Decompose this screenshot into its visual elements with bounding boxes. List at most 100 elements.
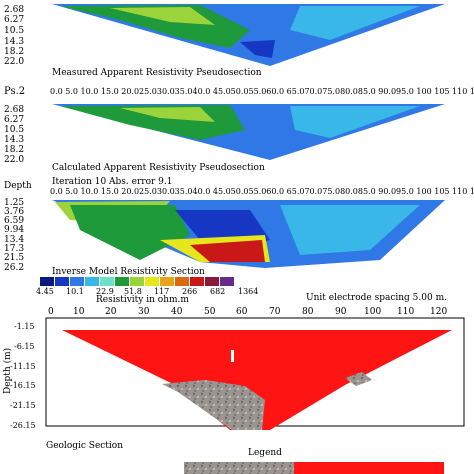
geologic-rock-unit-right <box>345 372 372 386</box>
depth-label: 2.68 <box>4 105 24 115</box>
color-swatch <box>175 277 189 286</box>
ps2-row-label: Ps.2 <box>4 86 25 97</box>
iteration-text: Iteration 10 Abs. error 9.1 <box>52 177 172 187</box>
x-tick-label: 120 <box>430 307 447 317</box>
depth-label: 10.5 <box>4 26 24 36</box>
x-tick-label: 0 <box>48 307 54 317</box>
measured-pseudosection: 2.68 6.27 10.5 14.3 18.2 22.0 Measured A… <box>4 4 445 78</box>
color-swatch <box>115 277 129 286</box>
inverse-caption: Inverse Model Resistivity Section <box>52 267 205 277</box>
depth-label: 18.2 <box>4 145 24 155</box>
depth-axis-label: Depth (m) <box>2 348 13 394</box>
depth-row-label: Depth <box>4 181 32 191</box>
depth-label: 3.76 <box>4 207 24 217</box>
calculated-lightgreen-zone <box>120 107 215 122</box>
color-swatch <box>55 277 69 286</box>
x-tick-label: 70 <box>269 307 281 317</box>
depth-label: 1.25 <box>4 198 24 208</box>
color-swatch <box>220 277 234 286</box>
color-swatch <box>70 277 84 286</box>
color-swatch <box>40 277 54 286</box>
x-tick-label: 80 <box>302 307 314 317</box>
inverse-depth-labels: 1.25 3.76 6.59 9.94 13.4 17.3 21.5 26.2 <box>4 198 24 273</box>
depth-label: 6.27 <box>4 115 24 125</box>
depth-label: 2.68 <box>4 5 24 15</box>
depth-label: 9.94 <box>4 225 24 235</box>
color-swatch <box>145 277 159 286</box>
geologic-rock-unit-left <box>162 380 265 430</box>
scale-value: 682 <box>210 287 225 296</box>
scale-value: 1364 <box>238 287 258 296</box>
geologic-y-ticks: -1.15 -6.15 -11.15 -16.15 -21.15 -26.15 <box>10 322 36 430</box>
calculated-depth-labels: 2.68 6.27 10.5 14.3 18.2 22.0 <box>4 105 24 165</box>
depth-label: 26.2 <box>4 263 24 273</box>
legend-title: Legend <box>248 448 282 458</box>
resistivity-color-scale: 4.45 10.1 22.9 51.8 117 266 682 1364 Res… <box>36 277 447 305</box>
inverse-cyan-zone <box>280 205 420 255</box>
legend-red-swatch <box>294 462 444 474</box>
scale-value: 10.1 <box>66 287 84 296</box>
calculated-pseudosection: Ps.2 0.0 5.0 10.0 15.0 20.025.030.035.04… <box>4 86 474 173</box>
measured-cyan-zone <box>290 6 420 40</box>
x-tick-label: 10 <box>73 307 85 317</box>
calculated-cyan-zone <box>290 106 420 138</box>
x-tick-label: 60 <box>236 307 248 317</box>
geologic-caption: Geologic Section <box>46 441 123 451</box>
color-swatch <box>190 277 204 286</box>
x-tick-label: 90 <box>335 307 347 317</box>
depth-label: 13.4 <box>4 235 24 245</box>
y-tick-label: -21.15 <box>10 401 36 410</box>
inverse-red-zone <box>190 240 265 262</box>
depth-label: 22.0 <box>4 155 24 165</box>
x-tick-label: 100 <box>364 307 381 317</box>
y-tick-label: -1.15 <box>14 322 35 331</box>
depth-label: 14.3 <box>4 135 24 145</box>
inverse-axis: 0.0 5.0 10.0 15.0 20.025.030.035.040.0 4… <box>50 187 474 196</box>
x-tick-label: 110 <box>397 307 414 317</box>
geologic-section: 0 10 20 30 40 50 60 70 80 90 100 110 120… <box>2 307 465 451</box>
color-swatches <box>40 277 234 286</box>
calculated-caption: Calculated Apparent Resistivity Pseudose… <box>52 163 265 173</box>
y-tick-label: -16.15 <box>10 381 36 390</box>
y-tick-label: -26.15 <box>10 421 36 430</box>
depth-label: 17.3 <box>4 244 24 254</box>
scale-value: 22.9 <box>96 287 114 296</box>
legend: Legend <box>184 448 444 474</box>
x-tick-label: 30 <box>138 307 150 317</box>
scale-value: 4.45 <box>36 287 54 296</box>
depth-label: 18.2 <box>4 47 24 57</box>
x-tick-label: 20 <box>105 307 117 317</box>
y-tick-label: -11.15 <box>10 362 36 371</box>
scale-value: 51.8 <box>124 287 142 296</box>
color-swatch <box>205 277 219 286</box>
depth-label: 6.27 <box>4 15 24 25</box>
color-swatch <box>130 277 144 286</box>
color-scale-values: 4.45 10.1 22.9 51.8 117 266 682 1364 <box>36 287 258 296</box>
geologic-x-ticks: 0 10 20 30 40 50 60 70 80 90 100 110 120 <box>48 307 447 317</box>
electrode-spacing-text: Unit electrode spacing 5.00 m. <box>306 293 447 303</box>
scale-value: 266 <box>182 287 197 296</box>
inverse-green-zone <box>70 205 190 260</box>
inverse-model-section: Depth Iteration 10 Abs. error 9.1 0.0 5.… <box>4 177 474 277</box>
x-tick-label: 40 <box>171 307 183 317</box>
depth-label: 6.59 <box>4 216 24 226</box>
x-tick-label: 50 <box>204 307 216 317</box>
measured-dark-zone <box>240 40 275 58</box>
calculated-axis: 0.0 5.0 10.0 15.0 20.025.030.035.040.0 4… <box>50 87 474 96</box>
depth-label: 10.5 <box>4 125 24 135</box>
measured-depth-labels: 2.68 6.27 10.5 14.3 18.2 22.0 <box>4 5 24 67</box>
measured-caption: Measured Apparent Resistivity Pseudosect… <box>52 68 262 78</box>
geologic-red-unit <box>62 330 452 430</box>
depth-label: 21.5 <box>4 253 24 263</box>
color-swatch <box>160 277 174 286</box>
y-tick-label: -6.15 <box>14 342 35 351</box>
color-swatch <box>100 277 114 286</box>
resistivity-unit-label: Resistivity in ohm.m <box>96 295 189 305</box>
measured-green-zone <box>60 5 250 48</box>
scale-value: 117 <box>154 287 169 296</box>
color-swatch <box>85 277 99 286</box>
legend-rock-swatch <box>184 462 294 474</box>
measured-lightgreen-zone <box>110 7 215 25</box>
depth-label: 22.0 <box>4 57 24 67</box>
